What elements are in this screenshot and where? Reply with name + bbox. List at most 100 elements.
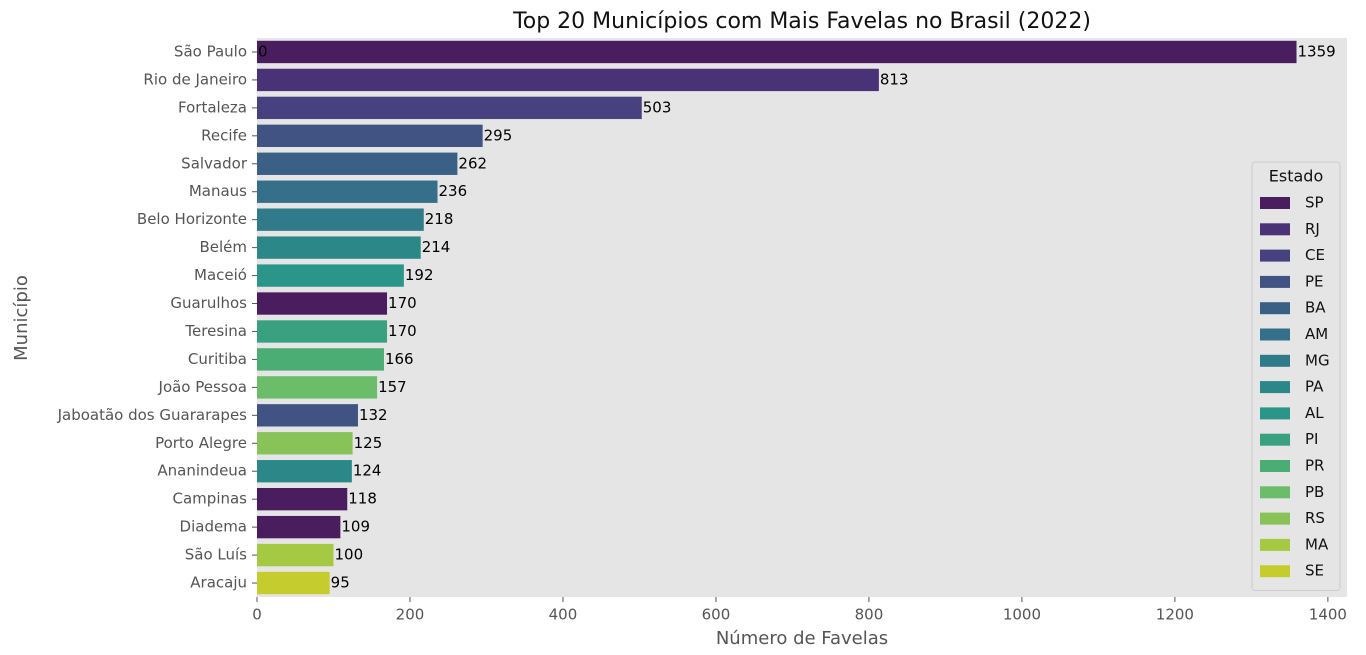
y-tick-label: Ananindeua bbox=[157, 462, 247, 480]
value-label: 95 bbox=[331, 574, 350, 592]
legend-label: RJ bbox=[1305, 220, 1320, 238]
bar bbox=[257, 152, 458, 175]
y-tick-label: Curitiba bbox=[188, 350, 247, 368]
y-tick-label: Belém bbox=[199, 238, 247, 256]
bar bbox=[257, 460, 352, 483]
value-label: 170 bbox=[388, 294, 417, 312]
bar bbox=[257, 543, 334, 567]
value-label: 125 bbox=[354, 434, 383, 452]
value-label: 132 bbox=[359, 406, 388, 424]
legend-swatch bbox=[1260, 512, 1290, 525]
legend-swatch bbox=[1260, 565, 1290, 578]
legend-label: PE bbox=[1305, 272, 1324, 290]
y-tick-label: Salvador bbox=[181, 154, 248, 172]
legend-label: MG bbox=[1305, 351, 1330, 369]
x-tick-label: 800 bbox=[855, 606, 884, 624]
bar bbox=[257, 376, 378, 399]
legend-swatch bbox=[1260, 328, 1290, 341]
bar bbox=[257, 96, 642, 120]
y-axis-label: Município bbox=[11, 275, 32, 361]
bar bbox=[257, 404, 358, 427]
legend-box bbox=[1251, 161, 1341, 591]
y-tick-label: Maceió bbox=[194, 266, 247, 284]
value-label: 503 bbox=[643, 98, 672, 116]
legend-swatch bbox=[1260, 354, 1290, 367]
value-label: 170 bbox=[388, 322, 417, 340]
bar bbox=[257, 208, 424, 231]
legend-label: CE bbox=[1305, 246, 1325, 264]
legend-swatch bbox=[1260, 460, 1290, 472]
bar bbox=[257, 124, 483, 148]
value-label: 124 bbox=[353, 462, 382, 480]
value-label: 218 bbox=[425, 210, 454, 228]
y-tick-label: Guarulhos bbox=[170, 294, 247, 312]
legend-swatch bbox=[1260, 302, 1290, 315]
legend-swatch bbox=[1260, 407, 1290, 420]
legend-label: PI bbox=[1305, 430, 1318, 448]
x-tick-label: 200 bbox=[396, 606, 425, 624]
x-axis-label: Número de Favelas bbox=[716, 628, 888, 649]
legend-label: SP bbox=[1305, 194, 1324, 212]
y-tick-label: Campinas bbox=[173, 490, 248, 508]
value-label: 813 bbox=[880, 70, 909, 88]
y-tick-label: Recife bbox=[201, 126, 247, 144]
legend-label: AL bbox=[1305, 404, 1324, 422]
y-tick-label: Jaboatão dos Guararapes bbox=[57, 406, 248, 424]
y-tick-label: Aracaju bbox=[190, 574, 247, 592]
legend-swatch bbox=[1260, 538, 1290, 551]
x-tick-label: 400 bbox=[549, 606, 578, 624]
value-label: 262 bbox=[458, 154, 487, 172]
legend-swatch bbox=[1260, 381, 1290, 394]
legend-label: BA bbox=[1305, 299, 1326, 317]
legend-swatch bbox=[1260, 275, 1290, 288]
plot-background bbox=[257, 38, 1347, 597]
y-tick-label: São Luís bbox=[185, 546, 247, 564]
legend-swatch bbox=[1260, 486, 1290, 499]
y-tick-label: Belo Horizonte bbox=[137, 210, 247, 228]
bar bbox=[257, 236, 421, 259]
value-label: 1359 bbox=[1298, 42, 1336, 60]
value-label: 166 bbox=[385, 350, 414, 368]
legend-label: RS bbox=[1305, 509, 1325, 527]
value-label: 100 bbox=[334, 546, 363, 564]
bar bbox=[257, 571, 330, 595]
y-tick-label: São Paulo bbox=[174, 42, 247, 60]
value-label: 236 bbox=[439, 182, 468, 200]
value-label: 118 bbox=[348, 490, 377, 508]
value-label: 157 bbox=[378, 378, 407, 396]
bar bbox=[257, 40, 1297, 64]
bar bbox=[257, 348, 384, 371]
y-tick-label: Rio de Janeiro bbox=[143, 70, 247, 88]
legend-label: SE bbox=[1305, 562, 1324, 580]
y-tick-label: João Pessoa bbox=[158, 378, 247, 396]
y-tick-label: Manaus bbox=[189, 182, 247, 200]
bar bbox=[257, 320, 388, 343]
bar bbox=[257, 180, 438, 203]
bar bbox=[257, 432, 353, 455]
legend-label: AM bbox=[1305, 325, 1328, 343]
annotation: 0 bbox=[258, 42, 268, 60]
legend-swatch bbox=[1260, 223, 1290, 236]
bar bbox=[257, 264, 404, 287]
bar bbox=[257, 515, 341, 539]
value-label: 295 bbox=[484, 126, 513, 144]
x-tick-label: 1000 bbox=[1003, 606, 1041, 624]
y-tick-label: Porto Alegre bbox=[155, 434, 247, 452]
chart-title: Top 20 Municípios com Mais Favelas no Br… bbox=[512, 9, 1091, 34]
y-tick-label: Diadema bbox=[180, 518, 247, 536]
legend-label: PA bbox=[1305, 378, 1324, 396]
legend-swatch bbox=[1260, 433, 1290, 446]
legend-label: PR bbox=[1305, 457, 1324, 475]
y-tick-label: Fortaleza bbox=[178, 98, 247, 116]
bar bbox=[257, 292, 388, 315]
x-tick-label: 0 bbox=[252, 606, 262, 624]
legend-title: Estado bbox=[1269, 167, 1323, 186]
legend-swatch bbox=[1260, 197, 1290, 209]
bar bbox=[257, 68, 879, 92]
legend-label: MA bbox=[1305, 535, 1329, 553]
x-tick-label: 1400 bbox=[1309, 606, 1347, 624]
legend-label: PB bbox=[1305, 483, 1324, 501]
x-tick-label: 1200 bbox=[1156, 606, 1194, 624]
